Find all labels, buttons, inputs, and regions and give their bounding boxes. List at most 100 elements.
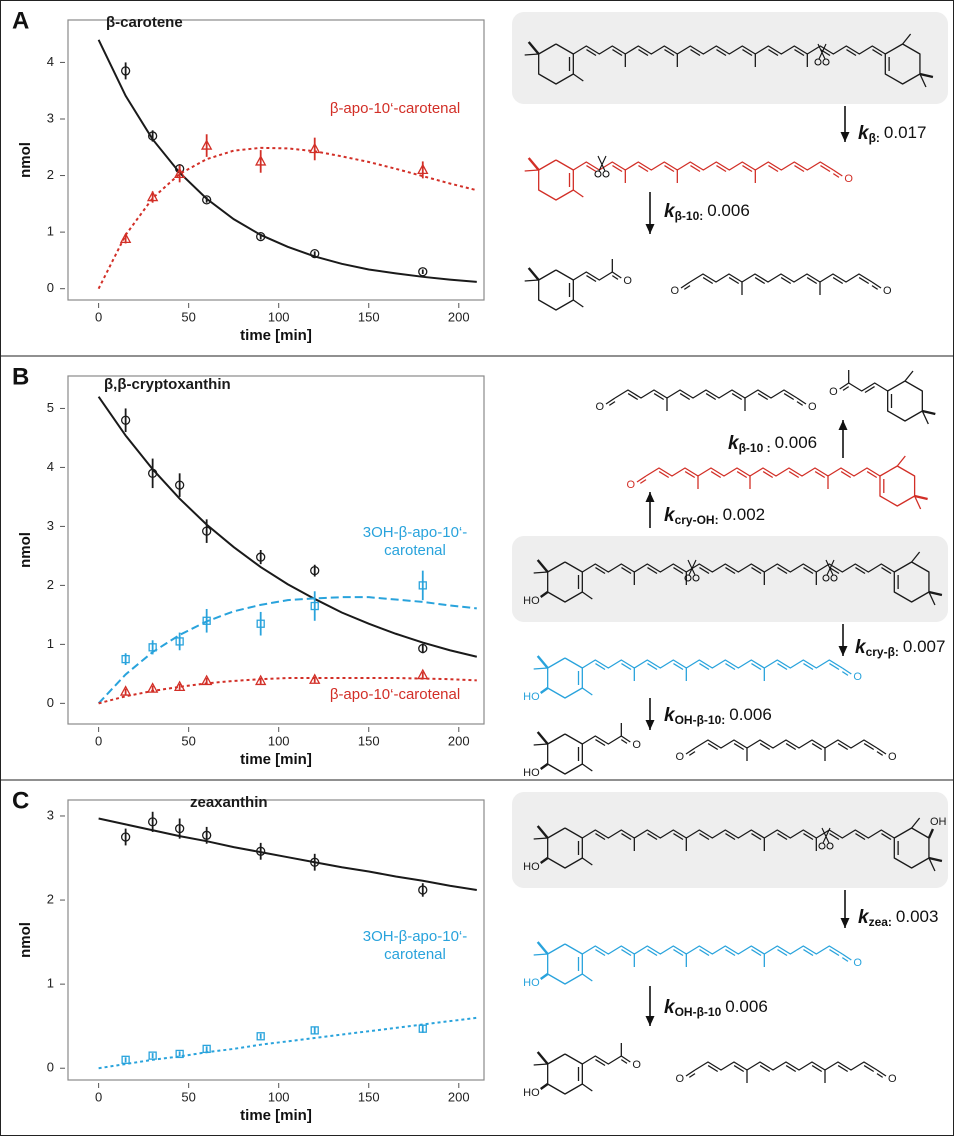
- data-point: [256, 846, 266, 856]
- bond: [611, 271, 622, 279]
- bond: [581, 857, 593, 866]
- bond: [829, 949, 840, 957]
- bond: [832, 277, 844, 285]
- bond: [872, 49, 883, 57]
- series-label-box: 3OH-β-apo-10‘-carotenal: [362, 928, 468, 963]
- x-tick-label: 200: [448, 1089, 470, 1104]
- bond: [595, 663, 606, 671]
- y-axis-title: nmol: [17, 922, 34, 958]
- bond: [536, 655, 549, 669]
- bond: [725, 567, 736, 575]
- bond: [751, 949, 762, 957]
- rate-symbol: k: [664, 505, 676, 526]
- data-point: [175, 480, 185, 490]
- y-tick-label: 2: [47, 167, 54, 182]
- bond: [803, 833, 814, 841]
- atom-label: O: [595, 401, 604, 413]
- bond: [612, 49, 623, 57]
- bond: [725, 949, 736, 957]
- bond: [876, 751, 884, 756]
- data-point: [418, 885, 428, 895]
- bond: [794, 165, 805, 173]
- bond: [777, 833, 788, 841]
- bond: [683, 285, 691, 290]
- rate-subscript: β-10 :: [739, 441, 771, 455]
- bond: [780, 277, 792, 285]
- bond: [902, 33, 912, 45]
- bond: [533, 1063, 548, 1066]
- series-label-box: β-apo-10‘-carotenal: [330, 100, 460, 117]
- bond: [647, 567, 658, 575]
- data-point: [120, 66, 131, 76]
- rate-constant: kOH-β-10 0.006: [664, 997, 768, 1019]
- series-label: β-carotene: [106, 14, 183, 31]
- data-point: [202, 616, 211, 625]
- x-tick-label: 200: [448, 309, 470, 324]
- bond: [841, 671, 849, 676]
- bond: [533, 837, 548, 840]
- rate-value: 0.003: [896, 907, 939, 926]
- scissors: [822, 827, 831, 844]
- scissors: [826, 842, 834, 850]
- bond: [653, 393, 665, 401]
- plot-area: [67, 799, 485, 1081]
- y-tick-label: 2: [47, 891, 54, 906]
- y-tick-label: 5: [47, 400, 54, 415]
- bond: [690, 165, 701, 173]
- bond: [638, 49, 649, 57]
- bond: [863, 1065, 875, 1073]
- x-tick-label: 100: [268, 309, 290, 324]
- bond: [803, 567, 814, 575]
- bond: [673, 833, 684, 841]
- bond: [914, 494, 928, 501]
- bond: [839, 382, 850, 390]
- bond: [811, 1065, 823, 1073]
- series-label: 3OH-β-apo-10‘-carotenal: [362, 928, 468, 963]
- bond: [796, 401, 804, 406]
- bond: [754, 277, 766, 285]
- bond: [524, 279, 539, 282]
- rate-subscript: cry-β:: [866, 645, 899, 659]
- bond: [608, 401, 616, 406]
- scissors: [598, 155, 607, 172]
- bond: [921, 410, 929, 425]
- series-label-box: β-apo-10‘-carotenal: [330, 686, 460, 703]
- series-label: 3OH-β-apo-10‘-carotenal: [362, 524, 468, 559]
- rate-constant: kzea: 0.003: [858, 907, 938, 929]
- bond: [621, 949, 632, 957]
- atom-label: O: [829, 386, 838, 398]
- bond: [533, 743, 548, 746]
- x-axis-title: time [min]: [240, 751, 312, 768]
- bond: [680, 281, 691, 289]
- bond: [879, 465, 916, 507]
- bond: [689, 273, 873, 283]
- bond: [742, 165, 753, 173]
- bond: [527, 157, 540, 171]
- bond: [914, 495, 922, 510]
- bond: [777, 663, 788, 671]
- bond: [595, 1059, 606, 1067]
- fit-curve: [98, 1016, 477, 1070]
- data-point: [202, 526, 212, 536]
- scissors: [822, 574, 830, 582]
- bond: [922, 409, 936, 416]
- bond: [876, 1069, 887, 1077]
- rate-subscript: cry-OH:: [675, 513, 719, 527]
- y-tick-label: 3: [47, 110, 54, 125]
- bond: [803, 949, 814, 957]
- bond: [536, 941, 549, 955]
- scissors: [821, 827, 830, 844]
- bond: [762, 471, 774, 479]
- atom-label: HO: [523, 767, 540, 779]
- bond: [733, 743, 745, 751]
- data-point: [200, 139, 213, 150]
- bond: [707, 1065, 719, 1073]
- rate-symbol: k: [855, 637, 867, 658]
- bond: [536, 1051, 549, 1065]
- bond: [524, 53, 539, 56]
- bond: [855, 833, 866, 841]
- bond: [832, 169, 843, 177]
- bond: [647, 663, 658, 671]
- bond: [685, 1069, 696, 1077]
- data-point: [175, 1049, 184, 1059]
